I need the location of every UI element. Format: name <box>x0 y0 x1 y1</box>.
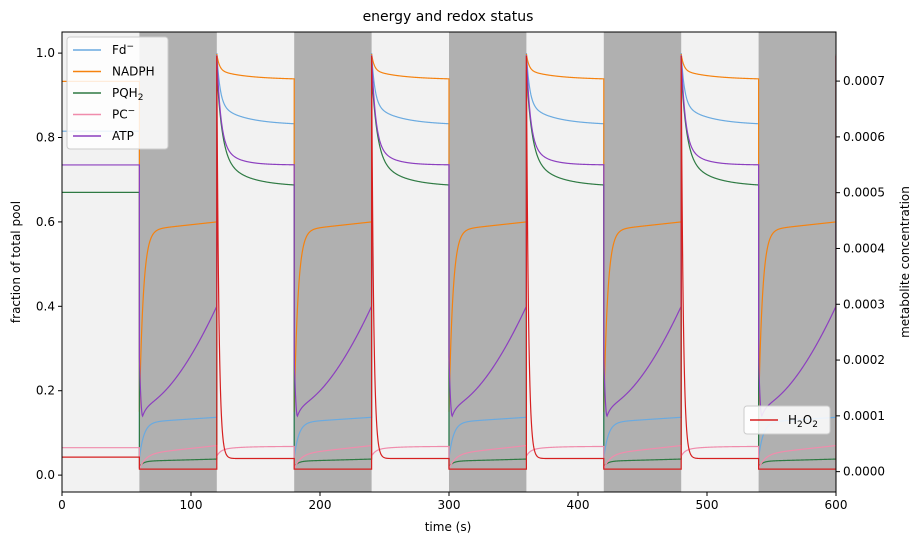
y-tick-label: 0.2 <box>36 384 55 398</box>
legend-label: H2O2 <box>788 413 818 430</box>
series-line-h2o2 <box>62 55 836 470</box>
y2-tick-label: 0.0003 <box>843 297 885 311</box>
x-tick-label: 100 <box>180 498 203 512</box>
chart-title: energy and redox status <box>363 9 534 25</box>
legend-left: Fd− NADPH PQH2 PC− ATP <box>66 36 169 150</box>
y2-tick-label: 0.0002 <box>843 353 885 367</box>
dark-period-4 <box>603 32 682 492</box>
y2-axis-title: metabolite concentration <box>898 186 912 338</box>
y2-tick-label: 0.0001 <box>843 409 885 423</box>
x-tick-label: 500 <box>696 498 719 512</box>
legend-label: Fd− <box>112 42 134 57</box>
x-tick-label: 0 <box>58 498 66 512</box>
x-tick-label: 300 <box>438 498 461 512</box>
x-tick-label: 600 <box>825 498 848 512</box>
y2-tick-label: 0.0000 <box>843 465 885 479</box>
dark-period-3 <box>449 32 527 492</box>
legend-box <box>743 405 831 435</box>
x-tick-label: 200 <box>309 498 332 512</box>
y-tick-label: 0.0 <box>36 468 55 482</box>
series-line-atp <box>62 55 836 418</box>
plot-area: 0 100 200 300 400 500 600 0.0 0.2 0.4 0.6 0.8 1.0 0.0… <box>36 31 885 512</box>
x-axis-title: time (s) <box>425 520 472 534</box>
y2-tick-label: 0.0004 <box>843 241 885 255</box>
y2-tick-label: 0.0006 <box>843 130 885 144</box>
y2-tick-label: 0.0005 <box>843 186 885 200</box>
y-tick-label: 0.6 <box>36 215 55 229</box>
legend-box <box>66 36 169 150</box>
legend-label: NADPH <box>112 65 155 79</box>
legend-label: PC− <box>112 107 135 122</box>
series-group <box>62 53 836 470</box>
y-tick-label: 0.4 <box>36 299 55 313</box>
legend-label: ATP <box>112 129 134 143</box>
y-tick-label: 0.8 <box>36 131 55 145</box>
y-tick-label: 1.0 <box>36 46 55 60</box>
y2-tick-label: 0.0007 <box>843 74 885 88</box>
y-axis-title: fraction of total pool <box>9 201 23 323</box>
dark-period-2 <box>294 32 372 492</box>
legend-right: H2O2 <box>743 405 831 435</box>
x-tick-label: 400 <box>567 498 590 512</box>
legend-label: PQH2 <box>112 86 143 103</box>
